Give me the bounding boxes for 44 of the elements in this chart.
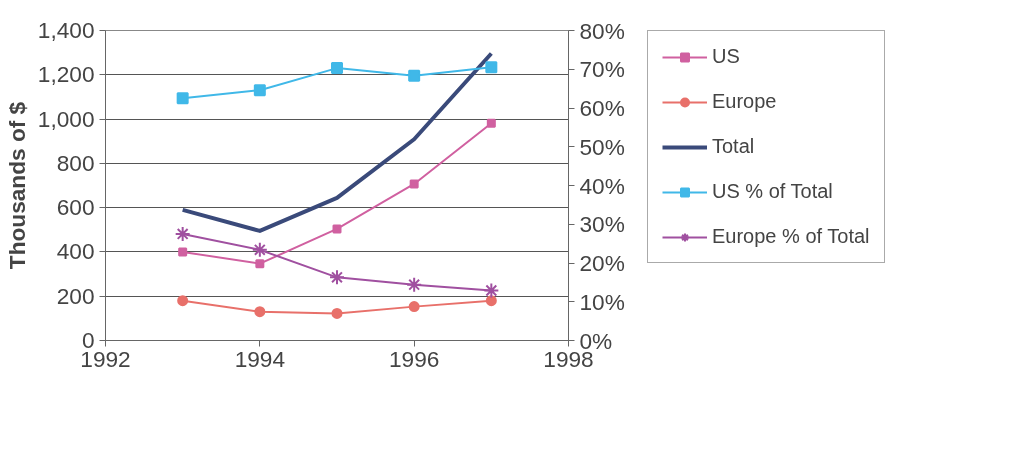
point [331,307,343,319]
legend-label: Europe [712,90,777,113]
y-tick-label: 1,400 [37,17,95,43]
y-tick-label: 1,000 [37,105,95,132]
point [177,295,189,307]
point [486,118,496,128]
y2-tick-label: 60% [579,95,625,121]
point [483,282,500,299]
point [406,276,423,293]
y-tick-label: 800 [56,149,95,176]
point [331,62,343,75]
point [176,92,189,105]
point [485,61,498,74]
y2-tick-label: 10% [579,288,625,315]
point [332,224,342,234]
point [178,247,188,257]
point [174,225,191,242]
point [409,179,419,189]
point [255,259,265,269]
y2-tick-label: 20% [579,250,625,276]
point [329,269,345,286]
x-tick-label: 1996 [388,345,440,372]
y-axis-title: Thousands of $ [3,101,30,270]
point [485,295,497,307]
y2-tick-label: 70% [579,56,625,83]
point [408,301,420,313]
y2-tick-label: 80% [579,17,625,44]
legend-label: US [712,45,740,68]
y-tick-label: 1,200 [37,61,95,88]
y2-tick-label: 30% [579,211,625,238]
y-tick-label: 400 [56,238,95,265]
y2-tick-label: 50% [579,133,625,160]
legend-label: Europe % of Total [712,225,870,248]
x-tick-label: 1994 [234,345,286,372]
point [254,306,266,318]
point [251,241,268,258]
legend-label: US % of Total [712,180,833,203]
y-tick-label: 200 [56,282,95,309]
point [253,84,266,97]
point [408,69,421,82]
y2-tick-label: 40% [579,172,625,199]
y-tick-label: 600 [56,194,95,221]
legend-label: Total [712,135,755,158]
line-series [180,51,494,233]
